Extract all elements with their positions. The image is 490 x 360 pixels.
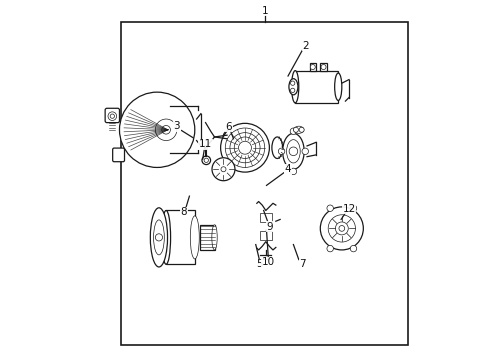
Ellipse shape xyxy=(150,208,168,267)
Circle shape xyxy=(202,156,211,165)
Circle shape xyxy=(223,131,236,143)
Text: 1: 1 xyxy=(261,6,268,16)
Ellipse shape xyxy=(294,126,304,134)
Circle shape xyxy=(291,88,295,93)
Text: 5: 5 xyxy=(256,259,263,269)
Text: 7: 7 xyxy=(299,259,306,269)
Circle shape xyxy=(227,134,232,140)
Text: 12: 12 xyxy=(343,204,356,214)
Text: 9: 9 xyxy=(267,222,273,231)
Circle shape xyxy=(302,148,309,154)
Circle shape xyxy=(221,167,226,172)
Circle shape xyxy=(289,147,298,156)
Bar xyxy=(295,71,338,103)
Bar xyxy=(260,213,272,222)
Circle shape xyxy=(108,112,117,121)
Circle shape xyxy=(321,64,326,69)
Ellipse shape xyxy=(289,79,298,95)
Circle shape xyxy=(120,92,195,167)
Circle shape xyxy=(278,148,285,154)
Circle shape xyxy=(155,234,163,241)
Circle shape xyxy=(110,114,115,118)
Circle shape xyxy=(328,215,355,242)
FancyBboxPatch shape xyxy=(113,148,124,162)
Circle shape xyxy=(339,226,344,231)
Circle shape xyxy=(327,205,333,211)
Text: 6: 6 xyxy=(225,122,232,132)
Circle shape xyxy=(294,127,298,132)
Circle shape xyxy=(327,246,333,252)
Bar xyxy=(310,63,316,71)
Bar xyxy=(122,22,408,345)
Bar xyxy=(320,63,327,71)
FancyBboxPatch shape xyxy=(105,108,120,123)
Ellipse shape xyxy=(283,134,304,169)
Circle shape xyxy=(290,168,296,175)
Circle shape xyxy=(350,246,357,252)
Circle shape xyxy=(290,128,296,134)
Text: 10: 10 xyxy=(262,257,275,267)
Text: 8: 8 xyxy=(181,207,187,217)
Circle shape xyxy=(220,123,270,172)
Ellipse shape xyxy=(212,225,217,250)
Circle shape xyxy=(310,64,315,69)
Ellipse shape xyxy=(292,71,299,103)
Circle shape xyxy=(204,158,208,162)
Ellipse shape xyxy=(190,216,199,259)
Circle shape xyxy=(299,127,304,132)
Text: 11: 11 xyxy=(199,139,212,149)
Ellipse shape xyxy=(335,73,342,100)
Bar xyxy=(200,225,215,250)
Circle shape xyxy=(162,126,171,134)
Ellipse shape xyxy=(162,211,171,264)
Text: 4: 4 xyxy=(285,164,292,174)
Circle shape xyxy=(155,119,177,140)
Circle shape xyxy=(320,207,364,250)
Circle shape xyxy=(335,222,348,235)
Circle shape xyxy=(212,158,235,181)
Circle shape xyxy=(291,81,295,85)
Bar xyxy=(166,211,195,264)
Ellipse shape xyxy=(287,140,300,163)
Text: 2: 2 xyxy=(303,41,309,50)
Ellipse shape xyxy=(272,137,283,158)
Circle shape xyxy=(350,205,357,211)
Ellipse shape xyxy=(153,220,164,255)
Bar xyxy=(260,231,272,240)
Text: 3: 3 xyxy=(173,121,180,131)
